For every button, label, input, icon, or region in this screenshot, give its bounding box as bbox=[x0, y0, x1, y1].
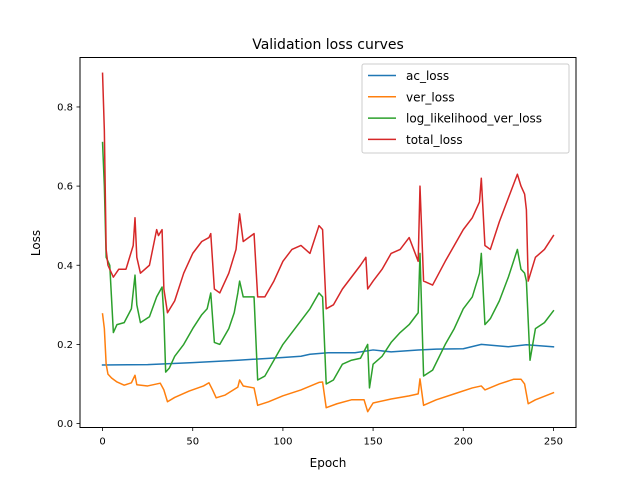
legend-label-log-likelihood-ver-loss: log_likelihood_ver_loss bbox=[406, 112, 542, 126]
legend-label-ver-loss: ver_loss bbox=[406, 90, 455, 104]
x-axis-label: Epoch bbox=[310, 456, 347, 470]
y-tick-label: 0.8 bbox=[57, 102, 73, 113]
x-tick-label: 150 bbox=[364, 437, 383, 448]
y-tick-label: 0.0 bbox=[57, 419, 73, 430]
series-line-ver-loss bbox=[101, 313, 555, 413]
series-layer bbox=[101, 72, 555, 413]
x-tick-label: 100 bbox=[273, 437, 292, 448]
legend-label-ac-loss: ac_loss bbox=[406, 69, 449, 83]
chart-title: Validation loss curves bbox=[252, 37, 404, 53]
x-tick-label: 200 bbox=[454, 437, 473, 448]
y-tick-label: 0.4 bbox=[57, 261, 73, 272]
x-tick-label: 50 bbox=[186, 437, 199, 448]
legend-label-total-loss: total_loss bbox=[406, 133, 463, 147]
legend-box bbox=[361, 63, 570, 154]
series-line-total-loss bbox=[101, 72, 555, 314]
y-axis-ticks: 0.0 0.2 0.4 0.6 0.8 bbox=[57, 102, 80, 430]
x-axis-ticks: 0 50 100 150 200 250 bbox=[99, 427, 563, 448]
series-line-log-likelihood-ver-loss bbox=[101, 141, 555, 389]
y-tick-label: 0.6 bbox=[57, 182, 73, 193]
x-tick-label: 0 bbox=[99, 437, 105, 448]
y-tick-label: 0.2 bbox=[57, 340, 73, 351]
axes-frame bbox=[79, 57, 577, 428]
x-tick-label: 250 bbox=[544, 437, 563, 448]
plot-area bbox=[79, 57, 577, 428]
legend-entries: ac_loss ver_loss log_likelihood_ver_lossto… bbox=[368, 69, 542, 147]
legend: ac_loss ver_loss log_likelihood_ver_lossto… bbox=[361, 63, 570, 154]
y-axis-label: Loss bbox=[29, 230, 43, 256]
